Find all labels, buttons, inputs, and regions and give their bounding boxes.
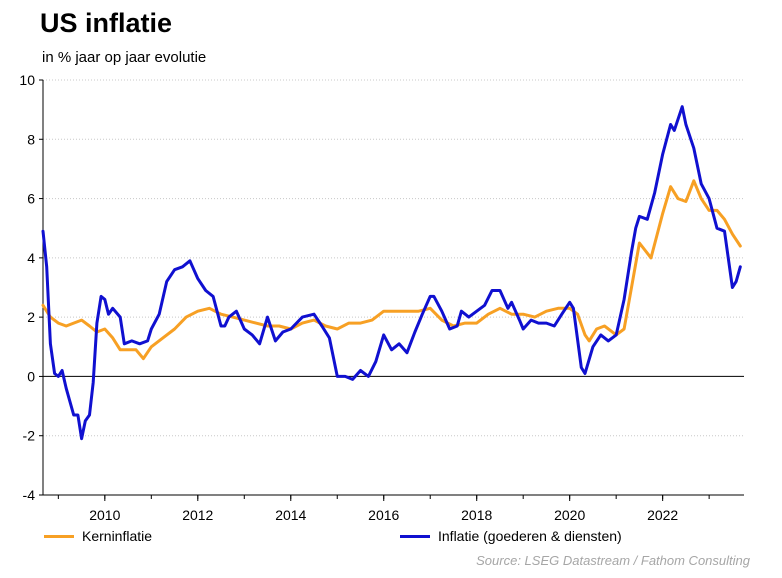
chart-subtitle: in % jaar op jaar evolutie <box>42 49 207 66</box>
xtick-label-2016: 2016 <box>368 507 399 523</box>
ytick-label-2: 2 <box>27 309 35 325</box>
legend-item-inflatie: Inflatie (goederen & diensten) <box>400 528 622 544</box>
series-line-kerninflatie <box>41 179 742 361</box>
ytick-label--4: -4 <box>23 487 36 503</box>
chart-title: US inflatie <box>40 8 173 38</box>
legend-swatch-inflatie <box>400 534 430 538</box>
xtick-label-2018: 2018 <box>461 507 492 523</box>
axes: -4 -2 0 2 4 6 8 10 2010 2012 2014 2016 2018 2020 2022 <box>19 72 744 523</box>
source-note: Source: LSEG Datastream / Fathom Consult… <box>476 553 750 568</box>
xtick-label-2020: 2020 <box>554 507 585 523</box>
ytick-label-0: 0 <box>27 368 35 384</box>
xtick-label-2010: 2010 <box>89 507 120 523</box>
ytick-label-8: 8 <box>27 131 35 147</box>
xtick-label-2022: 2022 <box>647 507 678 523</box>
series-line-inflatie <box>41 105 742 441</box>
legend-label-inflatie: Inflatie (goederen & diensten) <box>438 528 622 544</box>
ytick-label-10: 10 <box>19 72 35 88</box>
ytick-label-6: 6 <box>27 191 35 207</box>
grid-lines <box>43 79 744 437</box>
xtick-label-2012: 2012 <box>182 507 213 523</box>
legend-swatch-kerninflatie <box>44 534 74 538</box>
legend-item-kerninflatie: Kerninflatie <box>44 528 152 544</box>
legend-label-kerninflatie: Kerninflatie <box>82 528 153 544</box>
series-lines <box>41 105 742 441</box>
ytick-label--2: -2 <box>23 428 36 444</box>
ytick-label-4: 4 <box>27 250 35 266</box>
xtick-label-2014: 2014 <box>275 507 306 523</box>
